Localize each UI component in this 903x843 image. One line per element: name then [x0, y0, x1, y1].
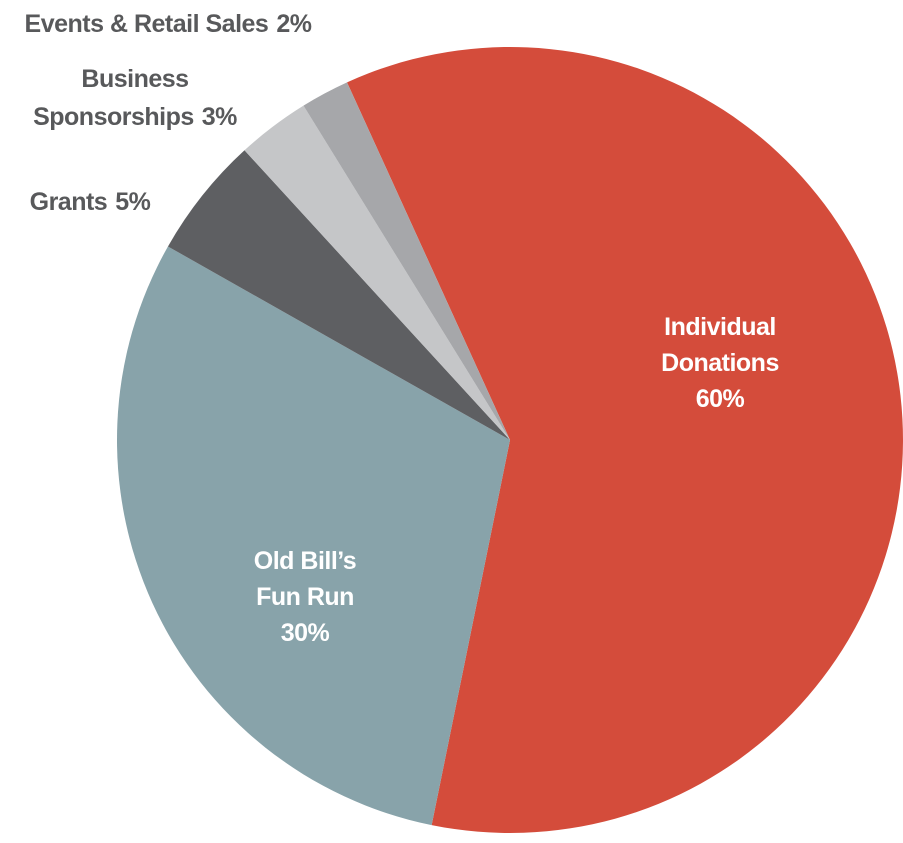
- percent-label: 2%: [276, 10, 311, 38]
- slice-label: Old Bill’s Fun Run 30%: [254, 547, 356, 647]
- category-label: Individual Donations: [661, 313, 779, 377]
- category-label: Events & Retail Sales: [25, 10, 269, 38]
- pie-slice: [244, 105, 510, 441]
- pie-slice: [167, 150, 511, 440]
- percent-label: 30%: [281, 619, 330, 647]
- pie-slice: [116, 246, 510, 826]
- percent-label: 3%: [202, 103, 237, 131]
- slice-label: Grants 5%: [30, 188, 151, 216]
- percent-label: 60%: [696, 385, 745, 413]
- slice-label: Individual Donations 60%: [661, 313, 779, 413]
- pie-slice: [303, 82, 510, 440]
- slice-label: Business Sponsorships 3%: [33, 65, 237, 131]
- slice-label: Events & Retail Sales 2%: [25, 10, 312, 38]
- category-label: Grants: [30, 188, 108, 216]
- category-label: Business Sponsorships: [33, 65, 194, 131]
- pie-slice: [347, 47, 903, 833]
- percent-label: 5%: [115, 188, 150, 216]
- category-label: Old Bill’s Fun Run: [254, 547, 356, 611]
